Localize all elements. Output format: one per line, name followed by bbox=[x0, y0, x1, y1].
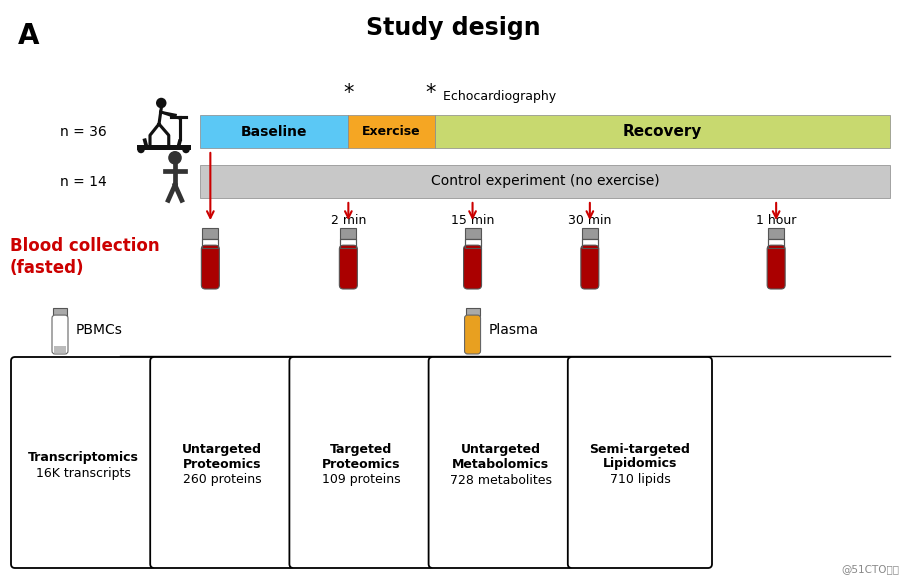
Text: 15 min: 15 min bbox=[451, 214, 494, 227]
Bar bbox=[768, 239, 785, 246]
Bar bbox=[136, 145, 190, 150]
Text: PBMCs: PBMCs bbox=[76, 323, 122, 337]
Text: Metabolomics: Metabolomics bbox=[452, 457, 550, 470]
Bar bbox=[200, 165, 890, 198]
Bar bbox=[340, 228, 356, 239]
Text: Proteomics: Proteomics bbox=[322, 457, 401, 470]
FancyBboxPatch shape bbox=[580, 245, 599, 289]
Text: 2 min: 2 min bbox=[331, 214, 366, 227]
FancyBboxPatch shape bbox=[151, 357, 295, 568]
Bar bbox=[582, 239, 598, 246]
Text: Untargeted: Untargeted bbox=[182, 443, 262, 456]
Bar bbox=[200, 115, 348, 148]
Text: 728 metabolites: 728 metabolites bbox=[450, 474, 551, 487]
Text: n = 36: n = 36 bbox=[60, 125, 107, 139]
Text: Recovery: Recovery bbox=[622, 124, 702, 139]
Bar bbox=[768, 228, 785, 239]
Bar bbox=[582, 228, 598, 239]
Bar bbox=[340, 239, 356, 246]
FancyBboxPatch shape bbox=[11, 357, 155, 568]
Text: *: * bbox=[425, 83, 435, 103]
Text: 710 lipids: 710 lipids bbox=[610, 474, 670, 487]
Text: Blood collection: Blood collection bbox=[10, 237, 160, 255]
FancyBboxPatch shape bbox=[201, 245, 219, 289]
Text: Lipidomics: Lipidomics bbox=[603, 457, 678, 470]
Text: Semi-targeted: Semi-targeted bbox=[590, 443, 690, 456]
Text: 1 hour: 1 hour bbox=[756, 214, 796, 227]
FancyBboxPatch shape bbox=[568, 357, 712, 568]
Bar bbox=[177, 139, 182, 147]
Bar bbox=[142, 138, 148, 146]
Circle shape bbox=[182, 146, 190, 153]
Text: Targeted: Targeted bbox=[330, 443, 393, 456]
Text: Echocardiography: Echocardiography bbox=[439, 90, 556, 103]
Text: Plasma: Plasma bbox=[489, 323, 539, 337]
FancyBboxPatch shape bbox=[429, 357, 573, 568]
Text: n = 14: n = 14 bbox=[60, 175, 107, 189]
Text: *: * bbox=[343, 83, 354, 103]
Bar bbox=[464, 228, 481, 239]
Text: Control experiment (no exercise): Control experiment (no exercise) bbox=[431, 175, 659, 189]
Bar bbox=[54, 346, 66, 353]
Bar bbox=[53, 308, 67, 316]
Circle shape bbox=[156, 98, 167, 108]
Text: 16K transcripts: 16K transcripts bbox=[35, 467, 131, 480]
Bar bbox=[465, 308, 480, 316]
Bar bbox=[348, 115, 434, 148]
Bar bbox=[202, 228, 219, 239]
FancyBboxPatch shape bbox=[464, 315, 481, 354]
Circle shape bbox=[168, 151, 181, 165]
Text: @51CTO博客: @51CTO博客 bbox=[841, 564, 899, 574]
Text: Proteomics: Proteomics bbox=[183, 457, 261, 470]
FancyBboxPatch shape bbox=[339, 245, 357, 289]
Text: (fasted): (fasted) bbox=[10, 259, 84, 277]
Text: Transcriptomics: Transcriptomics bbox=[27, 450, 139, 463]
Text: 109 proteins: 109 proteins bbox=[322, 474, 401, 487]
Text: Untargeted: Untargeted bbox=[461, 443, 541, 456]
Text: Baseline: Baseline bbox=[241, 125, 307, 139]
FancyBboxPatch shape bbox=[767, 245, 785, 289]
Bar bbox=[464, 239, 481, 246]
FancyBboxPatch shape bbox=[52, 315, 68, 354]
Text: Study design: Study design bbox=[366, 16, 541, 40]
Circle shape bbox=[137, 146, 145, 153]
Text: Exercise: Exercise bbox=[362, 125, 421, 138]
FancyBboxPatch shape bbox=[463, 245, 482, 289]
Bar bbox=[434, 115, 890, 148]
Text: 260 proteins: 260 proteins bbox=[183, 474, 261, 487]
Bar bbox=[202, 239, 219, 246]
Text: 30 min: 30 min bbox=[568, 214, 611, 227]
Text: A: A bbox=[18, 22, 40, 50]
FancyBboxPatch shape bbox=[289, 357, 434, 568]
